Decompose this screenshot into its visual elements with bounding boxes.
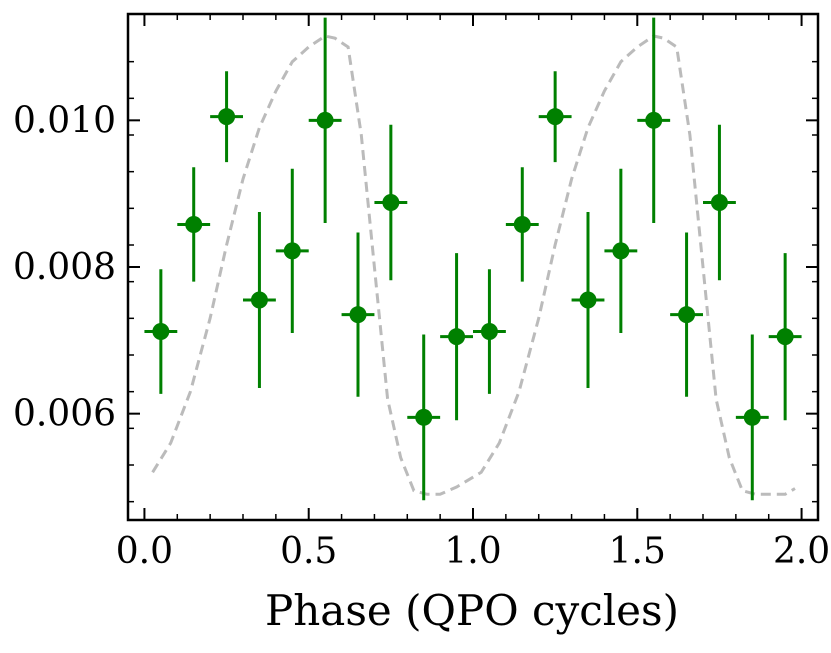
data-marker <box>480 323 498 341</box>
data-marker <box>645 111 663 129</box>
data-marker <box>218 108 236 126</box>
data-point-6 <box>308 17 342 223</box>
x-tick-label: 1.5 <box>609 531 666 572</box>
data-marker <box>152 323 170 341</box>
data-marker <box>316 111 334 129</box>
data-marker <box>382 193 400 211</box>
data-point-13 <box>538 71 572 163</box>
data-point-2 <box>177 167 211 282</box>
data-point-20 <box>768 253 802 421</box>
y-tick-label: 0.008 <box>13 247 116 288</box>
y-tick-label: 0.006 <box>13 394 116 435</box>
y-tick-label: 0.010 <box>13 100 116 141</box>
data-marker <box>448 328 466 346</box>
data-point-8 <box>374 124 408 281</box>
data-marker <box>546 108 564 126</box>
data-marker <box>678 306 696 324</box>
data-point-5 <box>275 168 309 333</box>
model-curve <box>151 34 796 496</box>
data-point-10 <box>440 253 473 421</box>
axis-ticks-layer <box>128 14 818 520</box>
data-point-7 <box>341 232 375 397</box>
x-axis-label: Phase (QPO cycles) <box>265 586 679 635</box>
plot-frame <box>126 12 820 522</box>
data-point-3 <box>210 71 243 163</box>
data-marker <box>579 291 597 309</box>
data-marker <box>513 215 531 233</box>
data-point-19 <box>735 334 769 501</box>
data-marker <box>349 306 367 324</box>
tick-labels-layer: 0.0 0.5 1.0 1.5 2.0 0.006 0.008 0.010 <box>13 100 830 572</box>
data-marker <box>743 408 761 426</box>
data-point-18 <box>703 124 736 281</box>
data-point-14 <box>571 212 605 388</box>
data-marker <box>250 291 268 309</box>
data-marker <box>612 242 630 260</box>
data-point-15 <box>604 168 638 333</box>
model-curve-layer <box>151 34 796 496</box>
data-point-9 <box>407 334 441 501</box>
x-tick-label: 0.5 <box>280 531 337 572</box>
data-marker <box>415 408 433 426</box>
data-points-layer <box>144 17 802 501</box>
data-point-11 <box>473 269 506 394</box>
data-point-17 <box>670 232 703 397</box>
data-point-1 <box>144 269 178 394</box>
data-point-16 <box>637 17 671 223</box>
data-marker <box>776 328 794 346</box>
x-tick-label: 1.0 <box>444 531 501 572</box>
data-point-12 <box>505 167 539 282</box>
data-marker <box>185 215 203 233</box>
data-marker <box>283 242 301 260</box>
data-marker <box>710 193 728 211</box>
x-tick-label: 2.0 <box>773 531 830 572</box>
data-point-4 <box>243 212 276 388</box>
x-tick-label: 0.0 <box>116 531 173 572</box>
